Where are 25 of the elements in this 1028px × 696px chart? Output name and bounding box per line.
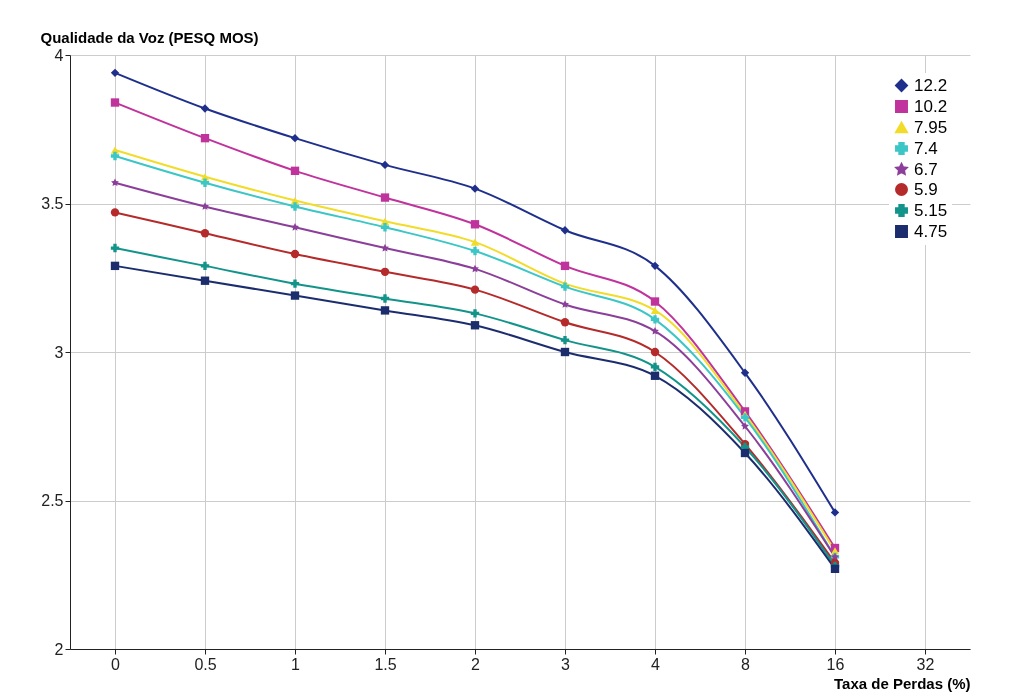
x-tick-label: 2 bbox=[471, 655, 481, 673]
x-tick-label: 0 bbox=[111, 655, 121, 673]
x-tick-label: 16 bbox=[826, 655, 845, 673]
legend-label: 5.9 bbox=[914, 179, 938, 199]
y-tick-label: 4 bbox=[54, 46, 64, 64]
x-tick-label: 8 bbox=[741, 655, 751, 673]
x-tick-label: 1.5 bbox=[374, 655, 397, 673]
legend-label: 10.2 bbox=[914, 96, 948, 116]
legend-label: 6.7 bbox=[914, 159, 938, 179]
y-tick-label: 2.5 bbox=[41, 492, 64, 509]
x-axis-title: Taxa de Perdas (%) bbox=[834, 674, 971, 692]
y-axis-title: Qualidade da Voz (PESQ MOS) bbox=[40, 28, 259, 46]
x-tick-label: 32 bbox=[916, 655, 935, 673]
y-tick-label: 2 bbox=[54, 640, 64, 658]
x-tick-label: 1 bbox=[291, 655, 301, 673]
y-tick-label: 3.5 bbox=[41, 195, 64, 212]
x-tick-label: 0.5 bbox=[194, 655, 217, 673]
legend-label: 7.95 bbox=[914, 117, 948, 137]
legend-label: 7.4 bbox=[914, 138, 938, 158]
legend-label: 5.15 bbox=[914, 200, 948, 220]
legend-label: 12.2 bbox=[914, 75, 948, 95]
x-tick-label: 3 bbox=[561, 655, 571, 673]
legend-label: 4.75 bbox=[914, 221, 948, 241]
x-tick-label: 4 bbox=[651, 655, 661, 673]
y-tick-label: 3 bbox=[54, 343, 64, 361]
